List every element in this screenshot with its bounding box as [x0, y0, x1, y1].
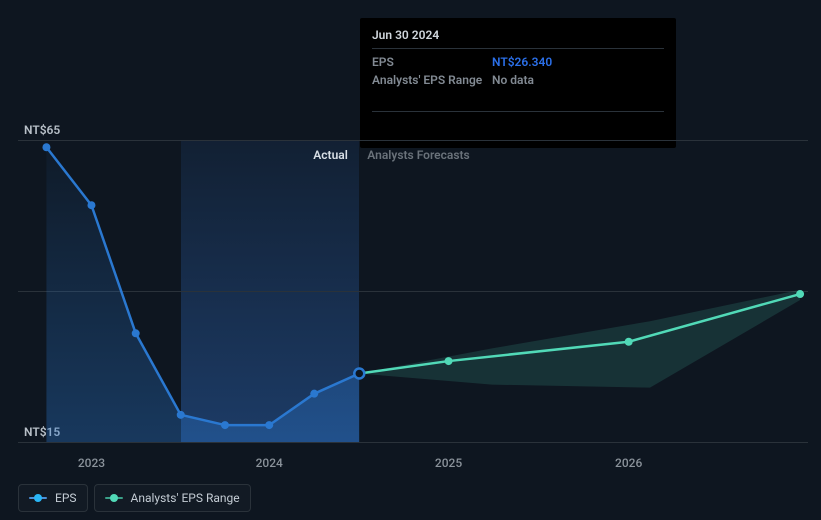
forecast-marker [445, 357, 453, 365]
forecast-range-area [359, 290, 800, 388]
highlighted-marker [354, 369, 364, 379]
actual-marker [132, 329, 140, 337]
actual-area [46, 147, 359, 442]
actual-marker [265, 421, 273, 429]
actual-marker [87, 201, 95, 209]
actual-marker [221, 421, 229, 429]
actual-marker [42, 143, 50, 151]
actual-marker [177, 411, 185, 419]
forecast-marker [796, 290, 804, 298]
chart-svg [0, 0, 821, 520]
actual-marker [310, 390, 318, 398]
forecast-marker [625, 338, 633, 346]
